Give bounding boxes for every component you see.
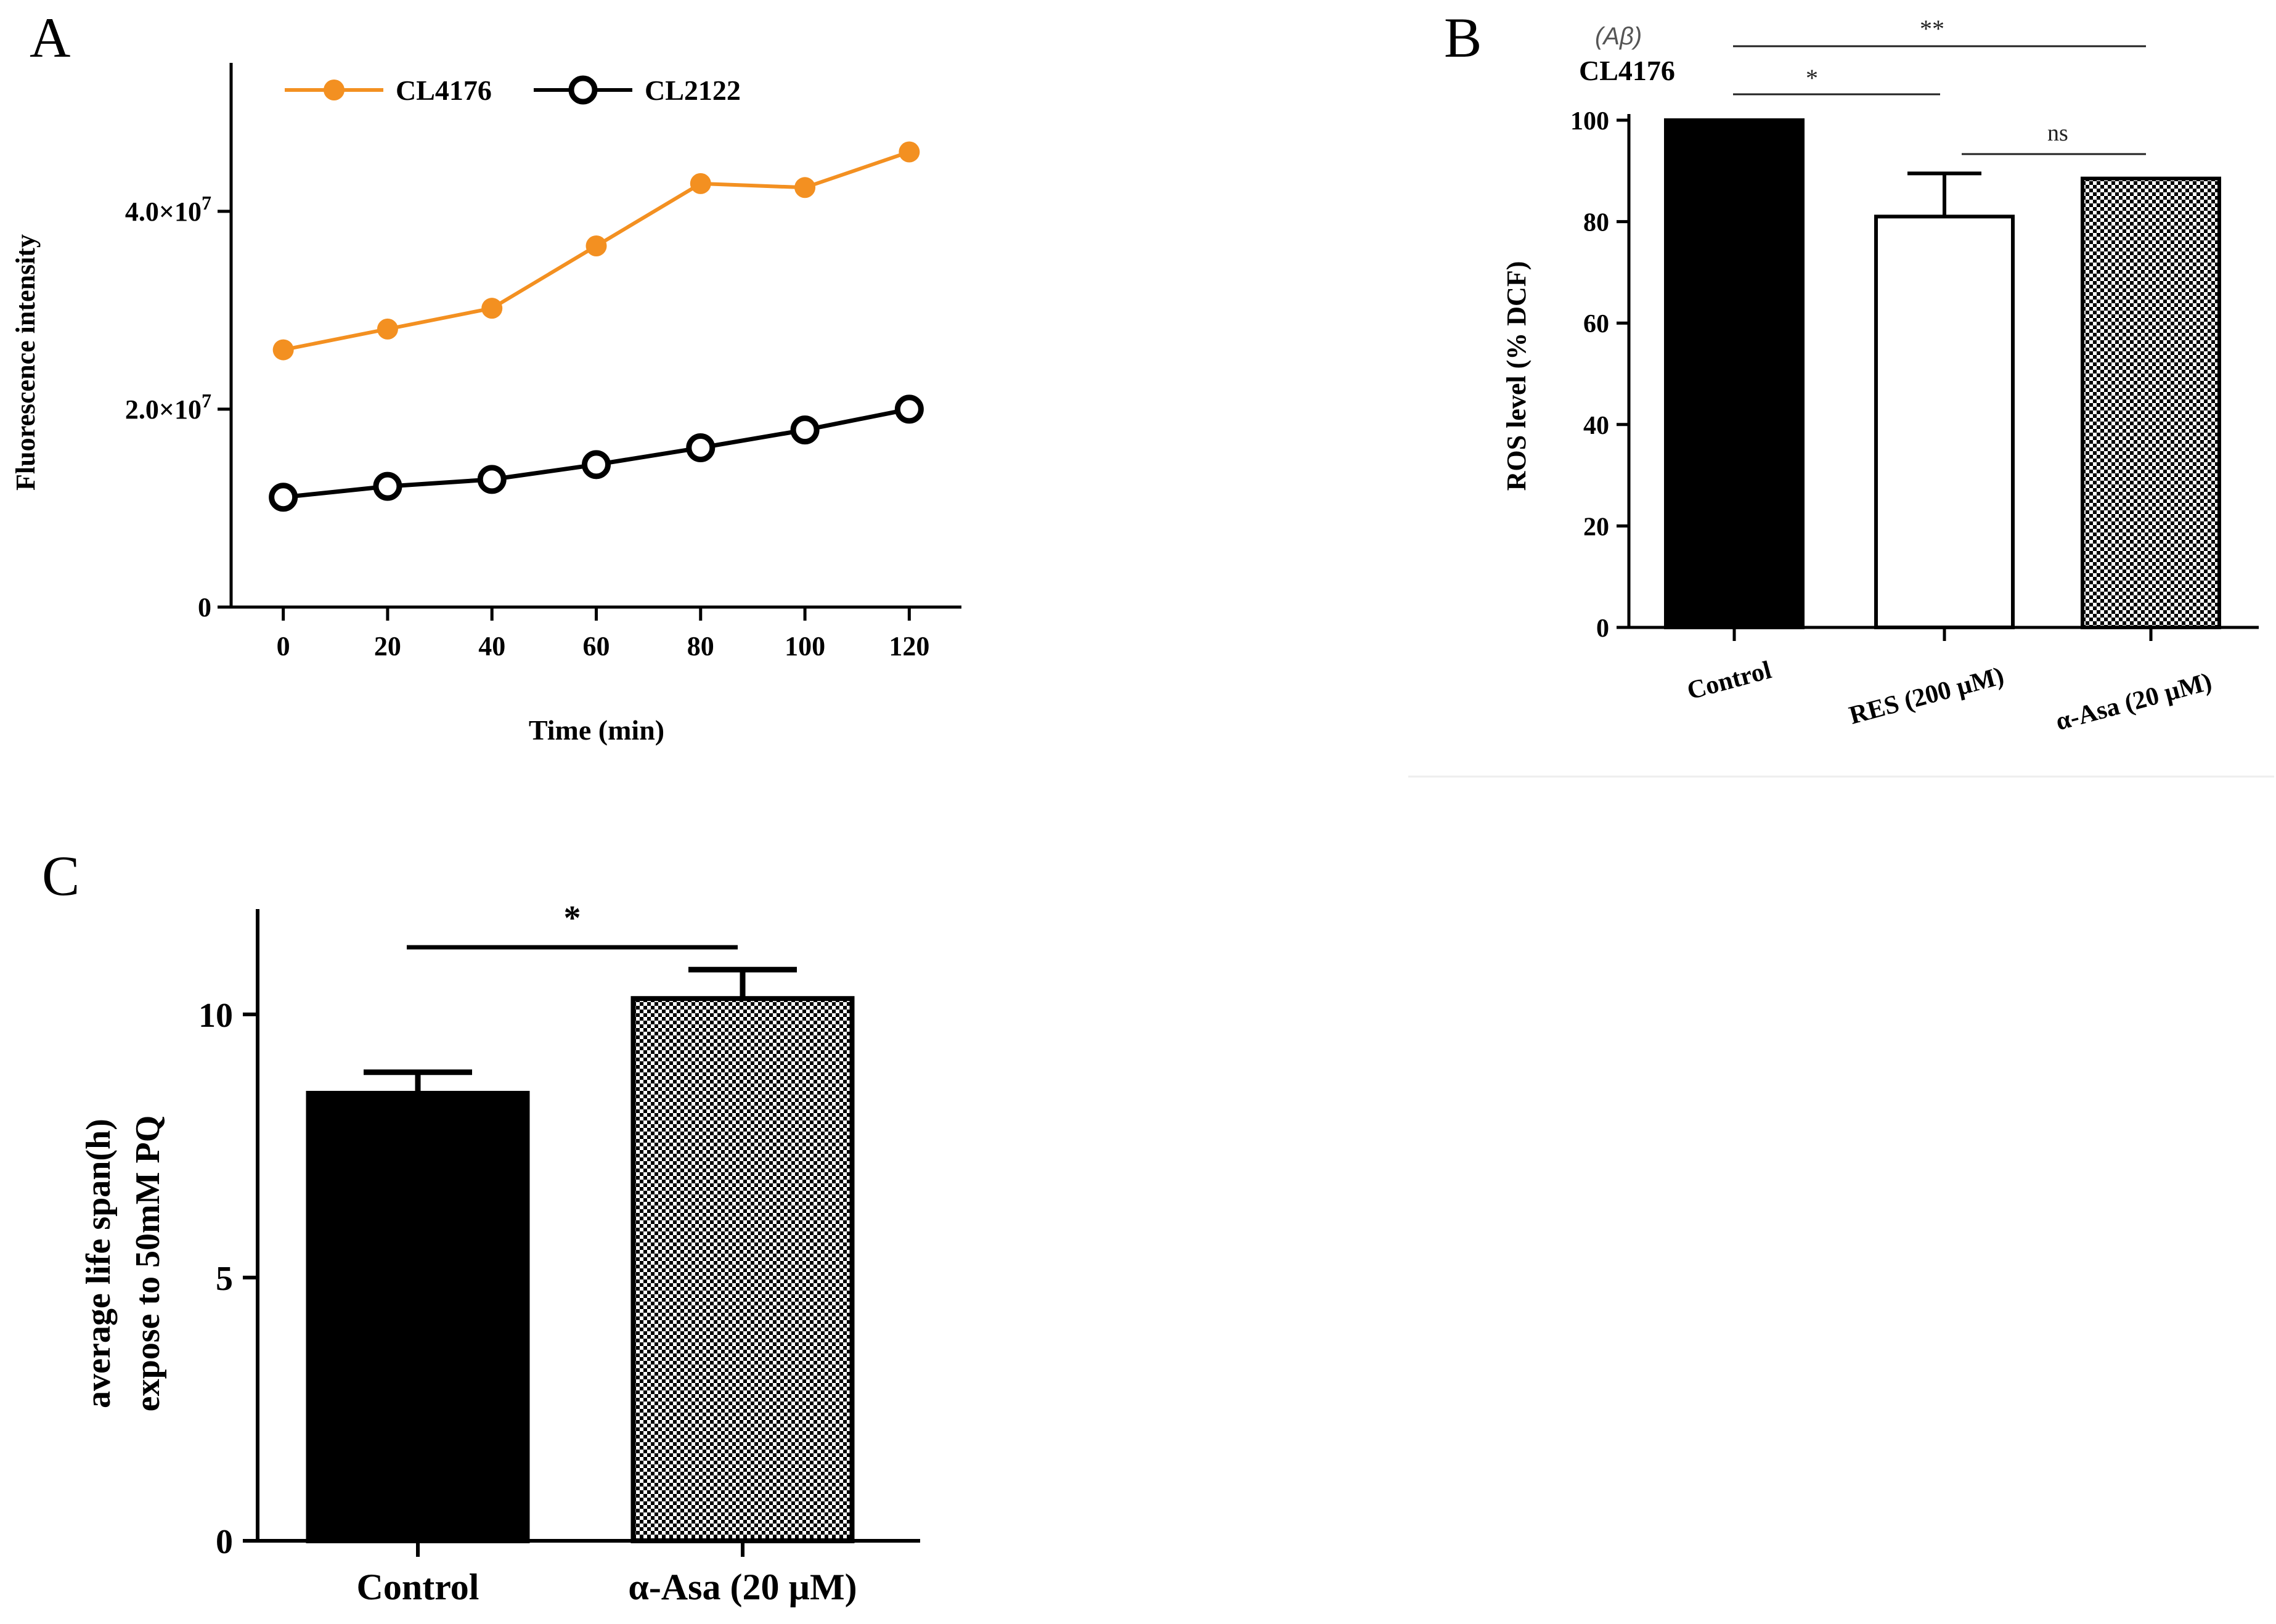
panel-c-x-tick-label: Control — [357, 1567, 479, 1607]
panel-a-point — [790, 415, 820, 445]
panel-a-point — [477, 465, 507, 494]
panel-a-point — [794, 177, 816, 198]
panel-a-x-tick-label: 40 — [478, 631, 505, 661]
panel-c-y-tick-label: 5 — [216, 1260, 233, 1298]
panel-c-significance: * — [407, 899, 738, 950]
panel-a-legend-marker — [568, 75, 598, 105]
panel-c-axes: 0 5 10 Control α-Asa (20 µM) — [198, 909, 920, 1607]
panel-a-point — [269, 483, 298, 512]
panel-c-ylabel-line1: average life span(h) — [80, 1119, 118, 1408]
panel-a-ylabel: Fluorescence intensity — [10, 234, 41, 491]
panel-a-x-tick-label: 100 — [785, 631, 825, 661]
panel-a-point — [585, 235, 607, 257]
panel-a-axes: 0 20 40 60 80 100 120 0 2.0×107 4.0×107 — [125, 63, 961, 661]
panel-a-legend-marker — [324, 80, 345, 100]
panel-b-letter: B — [1444, 6, 1482, 69]
panel-a-point — [690, 173, 711, 194]
panel-b-significance-label: ns — [2047, 120, 2068, 146]
panel-b-y-tick-label: 20 — [1583, 513, 1609, 541]
panel-b-x-tick-label: RES (200 µM) — [1846, 662, 2007, 730]
panel-c-y-tick-label: 0 — [216, 1523, 233, 1561]
panel-a-x-tick-label: 60 — [583, 631, 610, 661]
panel-a-point — [582, 450, 611, 479]
panel-b-y-tick-label: 40 — [1583, 412, 1609, 440]
panel-b-significance-label: * — [1806, 64, 1818, 92]
panel-b-significance: ***ns — [1733, 15, 2146, 155]
panel-b-y-tick-label: 80 — [1583, 209, 1609, 237]
panel-b-bar — [1664, 118, 1805, 629]
panel-c-ylabel-line2: expose to 50mM PQ — [129, 1116, 167, 1412]
panel-b-bar-chart: B (Aβ) CL4176 0 20 40 60 80 100 Control RES (20… — [1444, 6, 2259, 737]
panel-c-bars — [306, 966, 855, 1544]
panel-b-significance-label: ** — [1920, 15, 1944, 43]
panel-a-point — [686, 433, 716, 463]
panel-b-bar — [2081, 176, 2221, 629]
panel-b-ylabel: ROS level (% DCF) — [1501, 261, 1532, 491]
panel-a-x-tick-label: 0 — [277, 631, 290, 661]
panel-c-bar-chart: C 0 5 10 Control α-Asa (20 µM) * average lif… — [42, 844, 920, 1607]
panel-a-x-tick-label: 20 — [374, 631, 401, 661]
panel-c-bar — [630, 996, 855, 1544]
panel-c-x-tick-label: α-Asa (20 µM) — [628, 1567, 857, 1607]
panel-a-point — [272, 339, 294, 361]
panel-c-y-tick-label: 10 — [198, 997, 233, 1035]
panel-a-point — [894, 394, 924, 424]
panel-b-corner-title: CL4176 — [1579, 55, 1675, 86]
panel-a-legend-label: CL2122 — [645, 75, 741, 106]
panel-a-legend-label: CL4176 — [396, 75, 492, 106]
panel-b-y-tick-label: 60 — [1583, 310, 1609, 338]
panel-a-x-tick-label: 80 — [687, 631, 714, 661]
panel-a-y-tick-label: 0 — [198, 592, 211, 622]
panel-a-point — [481, 298, 503, 319]
panel-a-point — [377, 318, 398, 340]
panel-b-x-tick-label: α-Asa (20 µM) — [2053, 667, 2215, 737]
panel-c-bar — [306, 1090, 530, 1544]
panel-b-y-tick-label: 0 — [1596, 614, 1609, 643]
panel-b-bars — [1664, 118, 2221, 629]
panel-a-point — [373, 471, 402, 501]
panel-a-series — [269, 141, 924, 512]
panel-b-x-tick-label: Control — [1684, 656, 1774, 705]
panel-a-xlabel: Time (min) — [529, 714, 664, 746]
panel-b-y-tick-label: 100 — [1570, 107, 1609, 136]
panel-b-corner-note: (Aβ) — [1595, 23, 1642, 50]
panel-a-letter: A — [30, 6, 70, 69]
panel-a-y-tick-label: 2.0×107 — [125, 390, 211, 425]
panel-c-letter: C — [42, 844, 80, 907]
panel-a-legend: CL4176 CL2122 — [285, 75, 741, 106]
panel-c-significance-label: * — [564, 899, 581, 937]
panel-a-point — [899, 141, 920, 163]
panel-a-y-tick-label: 4.0×107 — [125, 192, 211, 227]
panel-b-bar — [1874, 214, 2015, 629]
panel-a-x-tick-label: 120 — [889, 631, 929, 661]
